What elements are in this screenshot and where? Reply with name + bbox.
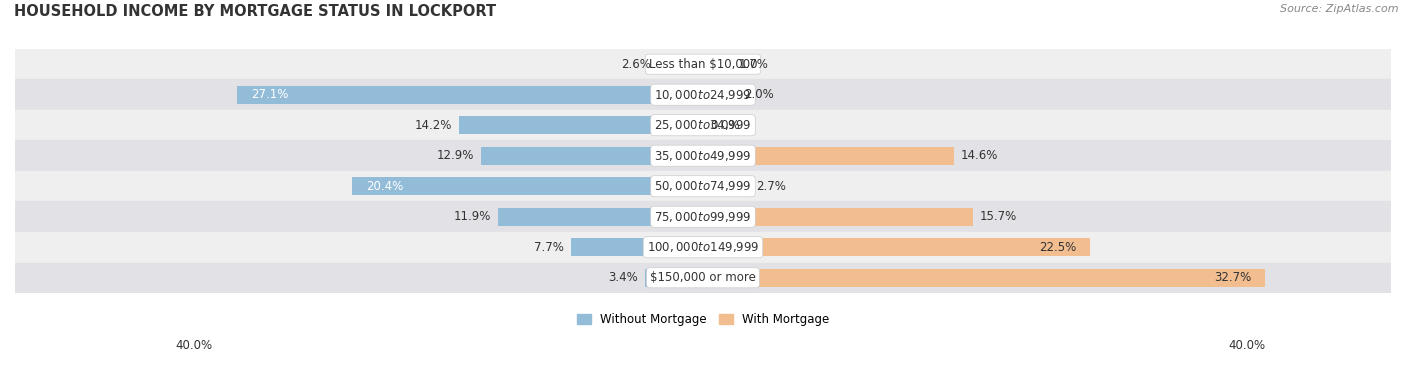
Bar	[236, 86, 703, 104]
Text: $150,000 or more: $150,000 or more	[650, 271, 756, 284]
Bar	[703, 208, 973, 225]
Text: 14.6%: 14.6%	[960, 149, 998, 162]
Bar	[352, 178, 703, 195]
Text: $25,000 to $34,999: $25,000 to $34,999	[654, 118, 752, 132]
Bar	[703, 178, 749, 195]
Bar	[458, 116, 703, 134]
Text: 32.7%: 32.7%	[1215, 271, 1251, 284]
Text: Less than $10,000: Less than $10,000	[648, 58, 758, 70]
Bar	[481, 147, 703, 165]
Text: 22.5%: 22.5%	[1039, 241, 1076, 254]
Text: 7.7%: 7.7%	[534, 241, 564, 254]
Bar	[15, 80, 1391, 110]
Text: 40.0%: 40.0%	[1229, 339, 1265, 352]
Bar	[15, 171, 1391, 201]
Bar	[15, 110, 1391, 141]
Bar	[703, 147, 955, 165]
Bar	[703, 55, 733, 73]
Bar	[15, 49, 1391, 80]
Bar	[703, 238, 1090, 256]
Bar	[703, 269, 1265, 287]
Bar	[571, 238, 703, 256]
Text: 3.4%: 3.4%	[607, 271, 638, 284]
Text: HOUSEHOLD INCOME BY MORTGAGE STATUS IN LOCKPORT: HOUSEHOLD INCOME BY MORTGAGE STATUS IN L…	[14, 4, 496, 19]
Text: 40.0%: 40.0%	[176, 339, 212, 352]
Bar	[498, 208, 703, 225]
Text: 2.7%: 2.7%	[756, 180, 786, 193]
Text: 2.0%: 2.0%	[744, 88, 775, 101]
Bar	[15, 262, 1391, 293]
Text: $50,000 to $74,999: $50,000 to $74,999	[654, 179, 752, 193]
Text: 2.6%: 2.6%	[621, 58, 651, 70]
Text: Source: ZipAtlas.com: Source: ZipAtlas.com	[1281, 4, 1399, 14]
Text: $100,000 to $149,999: $100,000 to $149,999	[647, 240, 759, 254]
Bar	[15, 232, 1391, 262]
Text: 1.7%: 1.7%	[740, 58, 769, 70]
Text: 12.9%: 12.9%	[437, 149, 474, 162]
Bar	[658, 55, 703, 73]
Text: 11.9%: 11.9%	[454, 210, 492, 223]
Bar	[15, 201, 1391, 232]
Text: 15.7%: 15.7%	[980, 210, 1017, 223]
Text: $35,000 to $49,999: $35,000 to $49,999	[654, 149, 752, 163]
Bar	[15, 141, 1391, 171]
Legend: Without Mortgage, With Mortgage: Without Mortgage, With Mortgage	[572, 309, 834, 331]
Text: $10,000 to $24,999: $10,000 to $24,999	[654, 88, 752, 102]
Text: 14.2%: 14.2%	[415, 119, 451, 132]
Text: 0.0%: 0.0%	[710, 119, 740, 132]
Text: 27.1%: 27.1%	[250, 88, 288, 101]
Text: $75,000 to $99,999: $75,000 to $99,999	[654, 210, 752, 224]
Bar	[703, 86, 737, 104]
Text: 20.4%: 20.4%	[366, 180, 404, 193]
Bar	[644, 269, 703, 287]
